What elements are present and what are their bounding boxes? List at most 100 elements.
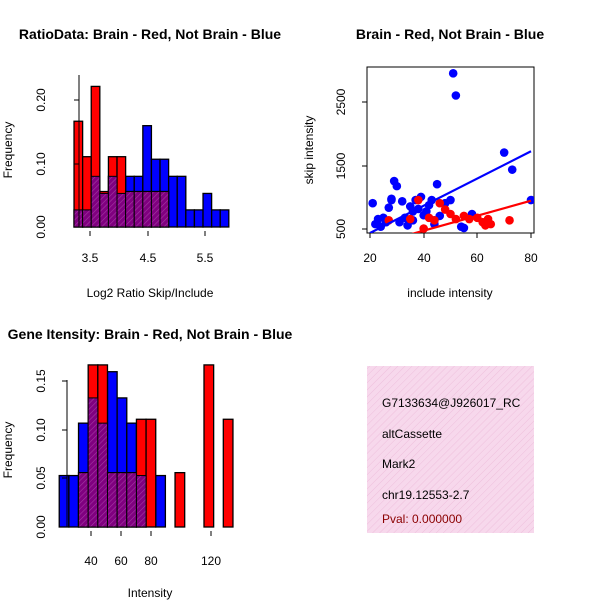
scatter-point-brain: [430, 216, 439, 225]
ratio-xtick-0: 3.5: [82, 251, 99, 265]
ratio-blue-bar: [210, 209, 221, 228]
scatter-point-not-brain: [451, 91, 461, 100]
ratio-blue-bar: [176, 175, 187, 228]
info-panel: G7133634@J926017_RC altCassette Mark2 ch…: [367, 366, 534, 533]
scatter-point-not-brain: [459, 223, 469, 233]
ratio-overlap-bar: [116, 192, 127, 228]
ratio-ylabel: Frequency: [1, 122, 15, 179]
int-xtick-1: 60: [114, 554, 128, 568]
int-xtick-2: 80: [144, 554, 158, 568]
info-location: chr19.12553-2.7: [382, 488, 470, 502]
ratio-overlap-bar: [150, 191, 161, 228]
scatter-point-not-brain: [446, 195, 455, 205]
int-xtick-0: 40: [84, 554, 98, 568]
scatter-ytick-1: 1500: [334, 152, 348, 179]
int-ylabel: Frequency: [1, 422, 15, 479]
int-xlabel: Intensity: [128, 586, 173, 600]
scatter-point-brain: [486, 219, 496, 229]
scatter-xlabel: include intensity: [407, 286, 492, 300]
trend-line-brain: [411, 199, 532, 233]
scatter-point-brain: [446, 209, 455, 219]
info-pval: Pval: 0.000000: [382, 512, 462, 526]
scatter-marks: [368, 69, 534, 233]
ratio-xtick-1: 4.5: [140, 251, 157, 265]
info-event-type: altCassette: [382, 427, 442, 441]
intensity-red-bar: [174, 471, 186, 528]
intensity-histogram-title: Gene Itensity: Brain - Red, Not Brain - …: [8, 326, 293, 342]
scatter-point-not-brain: [368, 198, 377, 208]
intensity-overlap-bar: [78, 472, 89, 528]
ratio-blue-bar: [167, 175, 178, 228]
scatter-point-brain: [405, 214, 415, 224]
ratio-histogram-title: RatioData: Brain - Red, Not Brain - Blue: [19, 26, 281, 42]
intensity-scatter: Brain - Red, Not Brain - Blue 500 1500 2…: [302, 26, 544, 300]
scatter-xtick-2: 60: [470, 251, 484, 265]
ratio-ytick-1: 0.10: [34, 152, 48, 176]
intensity-overlap-bar: [106, 472, 118, 528]
scatter-point-brain: [505, 216, 514, 225]
scatter-title: Brain - Red, Not Brain - Blue: [356, 26, 544, 42]
intensity-overlap-bar: [116, 472, 128, 528]
scatter-point-not-brain: [397, 197, 407, 206]
ratio-overlap-bar: [159, 191, 170, 228]
ratio-histogram-axes: 0.00 0.10 0.20 3.5 4.5 5.5: [34, 75, 214, 265]
ratio-overlap-bar: [133, 191, 144, 228]
ratio-overlap-bar: [73, 209, 84, 228]
scatter-ytick-2: 2500: [334, 88, 348, 115]
ratio-overlap-bar: [90, 175, 101, 228]
ratio-overlap-bar: [142, 191, 152, 228]
int-xtick-3: 120: [201, 554, 221, 568]
int-ytick-1: 0.05: [34, 466, 48, 490]
ratio-overlap-bar: [99, 192, 109, 228]
ratio-blue-bar: [185, 209, 196, 228]
int-ytick-3: 0.15: [34, 369, 48, 393]
info-probe-id: G7133634@J926017_RC: [382, 396, 521, 410]
intensity-histogram-axes: 0.00 0.05 0.10 0.15 40 60 80 120: [34, 369, 221, 568]
scatter-point-brain: [414, 195, 423, 205]
scatter-box: [366, 66, 535, 234]
ratio-blue-bar: [219, 209, 230, 228]
scatter-xtick-1: 40: [417, 251, 431, 265]
ratio-overlap-bar: [82, 209, 92, 228]
scatter-xtick-3: 80: [524, 251, 538, 265]
scatter-point-not-brain: [448, 69, 458, 78]
scatter-point-not-brain: [499, 148, 509, 157]
intensity-red-bar: [145, 418, 157, 528]
intensity-blue-bar: [68, 474, 80, 528]
intensity-overlap-bar: [126, 472, 137, 528]
scatter-ytick-0: 500: [334, 219, 348, 239]
scatter-point-brain: [435, 198, 445, 208]
scatter-axes: 500 1500 2500 20 40 60 80: [334, 88, 538, 265]
ratio-overlap-bar: [107, 175, 118, 228]
ratio-xlabel: Log2 Ratio Skip/Include: [87, 286, 214, 300]
ratio-overlap-bar: [125, 191, 135, 228]
ratio-blue-bar: [202, 192, 213, 228]
ratio-histogram-bars: [73, 85, 230, 228]
int-ytick-0: 0.00: [34, 515, 48, 539]
intensity-red-bar: [203, 364, 215, 528]
intensity-overlap-bar: [87, 397, 99, 528]
intensity-histogram-bars: [58, 364, 234, 528]
intensity-overlap-bar: [97, 422, 108, 528]
intensity-blue-bar: [155, 474, 167, 528]
ratio-xtick-2: 5.5: [197, 251, 214, 265]
scatter-ylabel: skip intensity: [302, 116, 316, 185]
info-gene-name: Mark2: [382, 457, 416, 471]
scatter-point-not-brain: [387, 195, 396, 205]
scatter-point-not-brain: [392, 181, 402, 191]
ratio-ytick-2: 0.20: [34, 88, 48, 112]
int-ytick-2: 0.10: [34, 418, 48, 442]
scatter-xtick-0: 20: [363, 251, 377, 265]
intensity-overlap-bar: [135, 475, 147, 528]
scatter-point-not-brain: [384, 203, 394, 212]
scatter-point-not-brain: [432, 179, 442, 189]
trend-line-not-brain: [369, 150, 532, 233]
info-panel-background: [367, 366, 534, 533]
intensity-histogram: Gene Itensity: Brain - Red, Not Brain - …: [1, 326, 293, 600]
ratio-histogram: RatioData: Brain - Red, Not Brain - Blue…: [1, 26, 281, 300]
ratio-blue-bar: [193, 209, 204, 228]
ratio-ytick-0: 0.00: [34, 215, 48, 239]
intensity-red-bar: [222, 418, 234, 528]
